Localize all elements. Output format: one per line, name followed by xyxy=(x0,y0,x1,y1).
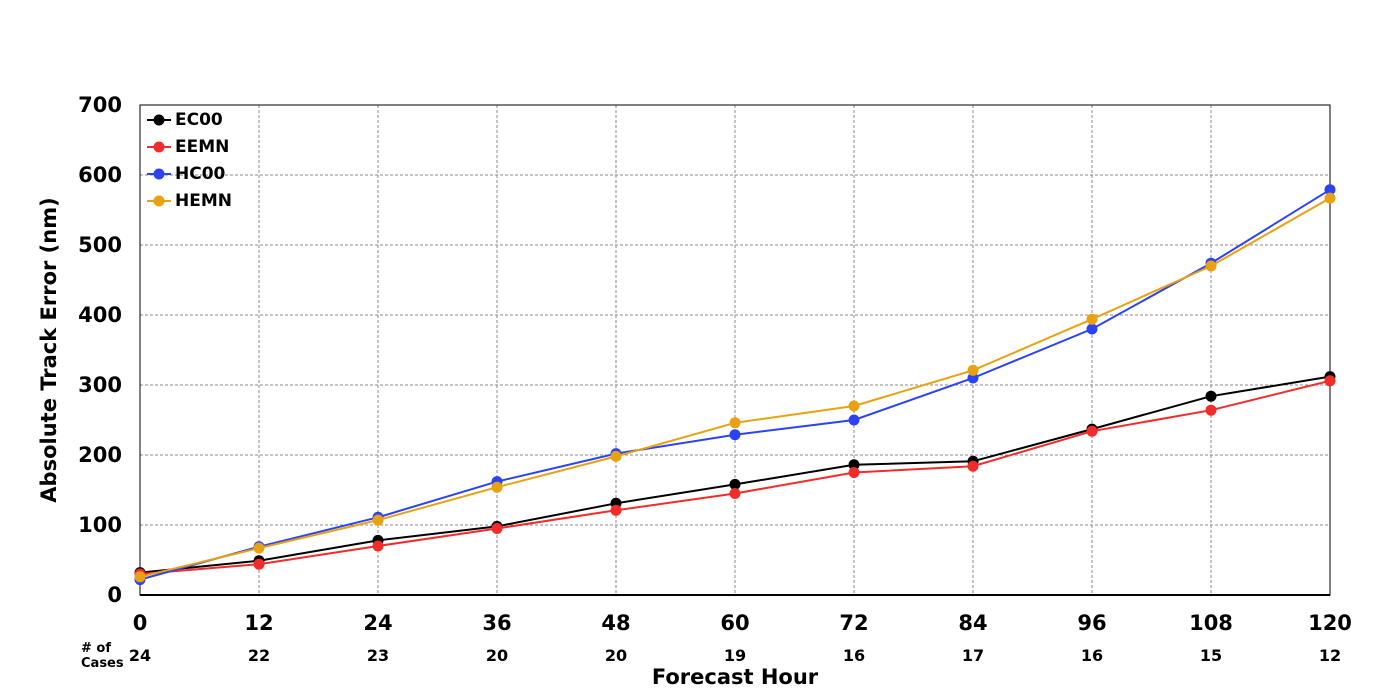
y-axis-title: Absolute Track Error (nm) xyxy=(37,197,61,502)
x-tick-labels: 0 12 24 36 48 60 72 84 96 108 120 xyxy=(133,611,1352,635)
data-point xyxy=(1086,425,1098,437)
gridlines xyxy=(140,105,1330,595)
case-count-label: 20 xyxy=(486,646,508,665)
data-point xyxy=(848,459,860,471)
y-tick-label: 300 xyxy=(78,373,122,397)
legend-item: HEMN xyxy=(147,191,232,211)
data-point xyxy=(1086,323,1098,335)
y-tick-label: 600 xyxy=(78,163,122,187)
data-point xyxy=(610,450,622,462)
x-tick-label: 120 xyxy=(1308,611,1352,635)
legend-item: EC00 xyxy=(147,110,223,130)
y-tick-label: 200 xyxy=(78,443,122,467)
legend-marker xyxy=(153,195,165,207)
data-point xyxy=(848,467,860,478)
x-axis-title: Forecast Hour xyxy=(652,665,819,689)
y-tick-label: 400 xyxy=(78,303,122,327)
legend-label: EEMN xyxy=(175,137,229,157)
case-count-label: 12 xyxy=(1319,646,1341,665)
y-tick-label: 0 xyxy=(107,583,122,607)
data-point xyxy=(967,460,979,472)
data-point xyxy=(491,523,503,534)
x-tick-label: 72 xyxy=(839,611,868,635)
x-tick-label: 0 xyxy=(133,611,148,635)
data-point xyxy=(729,478,741,490)
data-point xyxy=(1324,184,1336,196)
data-point xyxy=(729,488,741,499)
case-count-label: 15 xyxy=(1200,646,1222,665)
data-point xyxy=(848,414,860,426)
data-point xyxy=(729,417,741,429)
x-tick-label: 84 xyxy=(958,611,987,635)
legend-marker xyxy=(153,168,165,180)
data-point xyxy=(848,400,860,412)
data-point xyxy=(1086,313,1098,325)
series-hemn xyxy=(134,192,1336,583)
x-tick-label: 12 xyxy=(244,611,273,635)
data-point xyxy=(967,364,979,376)
y-tick-label: 100 xyxy=(78,513,122,537)
data-point xyxy=(1205,390,1217,402)
case-count-label: 24 xyxy=(129,646,151,665)
cases-header: # of Cases xyxy=(81,641,124,671)
case-count-label: 20 xyxy=(605,646,627,665)
y-tick-label: 500 xyxy=(78,233,122,257)
legend: EC00 EEMN HC00 HEMN xyxy=(147,110,232,211)
y-tick-labels: 0 100 200 300 400 500 600 700 xyxy=(78,93,122,607)
y-tick-label: 700 xyxy=(78,93,122,117)
data-point xyxy=(1205,260,1217,272)
x-tick-label: 96 xyxy=(1077,611,1106,635)
series-eemn xyxy=(134,375,1336,580)
legend-marker xyxy=(153,141,165,153)
legend-item: EEMN xyxy=(147,137,229,157)
data-point xyxy=(1324,375,1336,387)
case-count-row: # of Cases 24 22 23 20 20 19 16 17 16 15 12 xyxy=(81,641,1341,671)
data-point xyxy=(253,542,265,554)
legend-label: HEMN xyxy=(175,191,232,211)
case-count-label: 22 xyxy=(248,646,270,665)
series-group xyxy=(134,184,1336,586)
legend-marker xyxy=(153,114,165,126)
case-count-label: 16 xyxy=(1081,646,1103,665)
data-point xyxy=(610,504,622,516)
case-count-label: 23 xyxy=(367,646,389,665)
x-tick-label: 48 xyxy=(601,611,630,635)
legend-label: HC00 xyxy=(175,164,226,184)
data-point xyxy=(253,558,265,570)
legend-label: EC00 xyxy=(175,110,223,130)
data-point xyxy=(134,571,146,583)
legend-item: HC00 xyxy=(147,164,226,184)
x-tick-label: 36 xyxy=(482,611,511,635)
case-count-label: 16 xyxy=(843,646,865,665)
data-point xyxy=(491,481,503,493)
data-point xyxy=(1205,404,1217,416)
x-tick-label: 60 xyxy=(720,611,749,635)
x-tick-label: 108 xyxy=(1189,611,1233,635)
data-point xyxy=(1324,192,1336,204)
data-point xyxy=(372,540,384,552)
case-count-label: 17 xyxy=(962,646,984,665)
data-point xyxy=(372,514,384,526)
data-point xyxy=(967,372,979,384)
data-point xyxy=(729,429,741,441)
x-tick-label: 24 xyxy=(363,611,392,635)
case-count-label: 19 xyxy=(724,646,746,665)
